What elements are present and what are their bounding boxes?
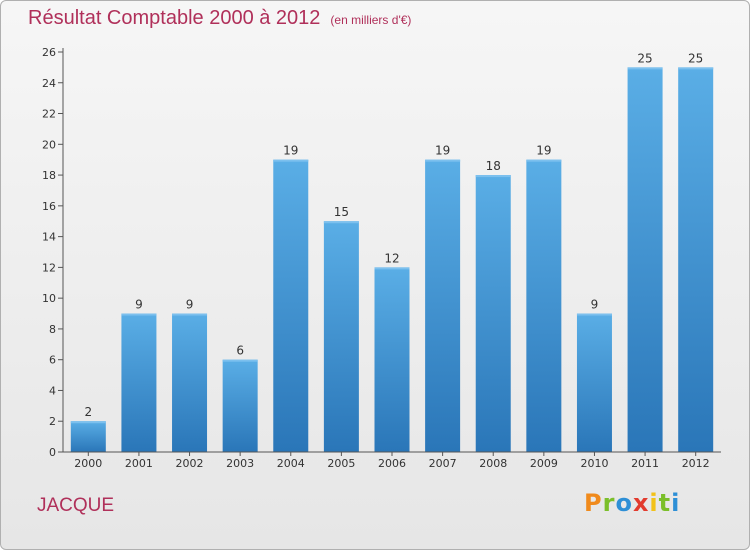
- bar-top-edge-2006: [374, 267, 410, 270]
- bar-top-edge-2012: [678, 67, 714, 70]
- value-label-2006: 12: [384, 251, 399, 265]
- chart-title: Résultat Comptable 2000 à 2012: [28, 7, 321, 29]
- y-tick-label-12: 12: [42, 261, 56, 274]
- x-tick-label-2009: 2009: [530, 457, 558, 470]
- bar-top-edge-2005: [323, 221, 359, 224]
- value-label-2008: 18: [486, 159, 501, 173]
- y-tick-label-6: 6: [49, 354, 56, 367]
- bar-top-edge-2002: [172, 313, 208, 316]
- bar-top-edge-2008: [475, 175, 511, 178]
- value-label-2009: 19: [536, 144, 551, 158]
- x-tick-label-2010: 2010: [580, 457, 608, 470]
- x-tick-label-2008: 2008: [479, 457, 507, 470]
- bar-2006: [374, 267, 410, 452]
- x-tick-label-2004: 2004: [277, 457, 305, 470]
- x-tick-label-2003: 2003: [226, 457, 254, 470]
- bar-top-edge-2007: [425, 159, 461, 162]
- bar-2008: [475, 175, 511, 453]
- value-label-2004: 19: [283, 144, 298, 158]
- value-label-2012: 25: [688, 51, 703, 65]
- proxiti-letter: x: [632, 489, 650, 517]
- value-label-2000: 2: [84, 405, 92, 419]
- bar-top-edge-2010: [576, 313, 612, 316]
- x-tick-label-2000: 2000: [74, 457, 102, 470]
- x-tick-label-2011: 2011: [631, 457, 659, 470]
- x-tick-label-2005: 2005: [327, 457, 355, 470]
- bar-top-edge-2011: [627, 67, 663, 70]
- proxiti-letter: o: [615, 489, 633, 517]
- y-tick-label-8: 8: [49, 323, 56, 336]
- y-tick-label-10: 10: [42, 292, 56, 305]
- bar-2003: [222, 359, 258, 452]
- y-tick-label-26: 26: [42, 46, 56, 59]
- bar-2004: [273, 159, 309, 452]
- bar-top-edge-2003: [222, 359, 258, 362]
- value-label-2011: 25: [637, 51, 652, 65]
- value-label-2010: 9: [591, 298, 599, 312]
- x-tick-label-2001: 2001: [125, 457, 153, 470]
- y-tick-label-20: 20: [42, 138, 56, 151]
- y-tick-label-22: 22: [42, 108, 56, 121]
- bar-2005: [323, 221, 359, 452]
- y-tick-label-14: 14: [42, 231, 56, 244]
- proxiti-letter: t: [658, 489, 672, 517]
- value-label-2003: 6: [236, 344, 244, 358]
- bar-top-edge-2004: [273, 159, 309, 162]
- bar-2007: [425, 159, 461, 452]
- y-tick-label-0: 0: [49, 446, 56, 459]
- value-label-2002: 9: [186, 298, 194, 312]
- bar-top-edge-2000: [70, 421, 106, 424]
- y-tick-label-4: 4: [49, 384, 56, 397]
- bar-top-edge-2009: [526, 159, 562, 162]
- bar-top-edge-2001: [121, 313, 157, 316]
- x-tick-label-2012: 2012: [682, 457, 710, 470]
- bar-2010: [576, 313, 612, 452]
- chart-title-block: Résultat Comptable 2000 à 2012 (en millie…: [28, 7, 411, 30]
- y-tick-label-16: 16: [42, 200, 56, 213]
- y-tick-label-18: 18: [42, 169, 56, 182]
- y-tick-label-2: 2: [49, 415, 56, 428]
- x-tick-label-2002: 2002: [176, 457, 204, 470]
- proxiti-logo: Proxiti: [584, 489, 680, 517]
- x-tick-label-2007: 2007: [429, 457, 457, 470]
- bar-2000: [70, 421, 106, 452]
- value-label-2005: 15: [334, 205, 349, 219]
- proxiti-letter: i: [671, 489, 681, 517]
- bar-2001: [121, 313, 157, 452]
- axes-group: 2000 2001 2002 2003 2004 2005 2006 2007 2008 2009…: [42, 46, 721, 470]
- bars-group: 2 9 9 6 19 15 12 19 18 19 9 25 25: [70, 51, 714, 453]
- chart-subtitle: (en milliers d'€): [330, 13, 412, 27]
- bar-2012: [678, 67, 714, 452]
- commune-name: JACQUE: [37, 495, 115, 516]
- y-tick-label-24: 24: [42, 77, 56, 90]
- bar-2002: [172, 313, 208, 452]
- value-label-2007: 19: [435, 144, 450, 158]
- value-label-2001: 9: [135, 298, 143, 312]
- bar-2009: [526, 159, 562, 452]
- proxiti-letter: r: [602, 489, 616, 517]
- proxiti-letter: i: [649, 489, 659, 517]
- x-tick-label-2006: 2006: [378, 457, 406, 470]
- proxiti-letter: P: [584, 489, 603, 517]
- bar-2011: [627, 67, 663, 452]
